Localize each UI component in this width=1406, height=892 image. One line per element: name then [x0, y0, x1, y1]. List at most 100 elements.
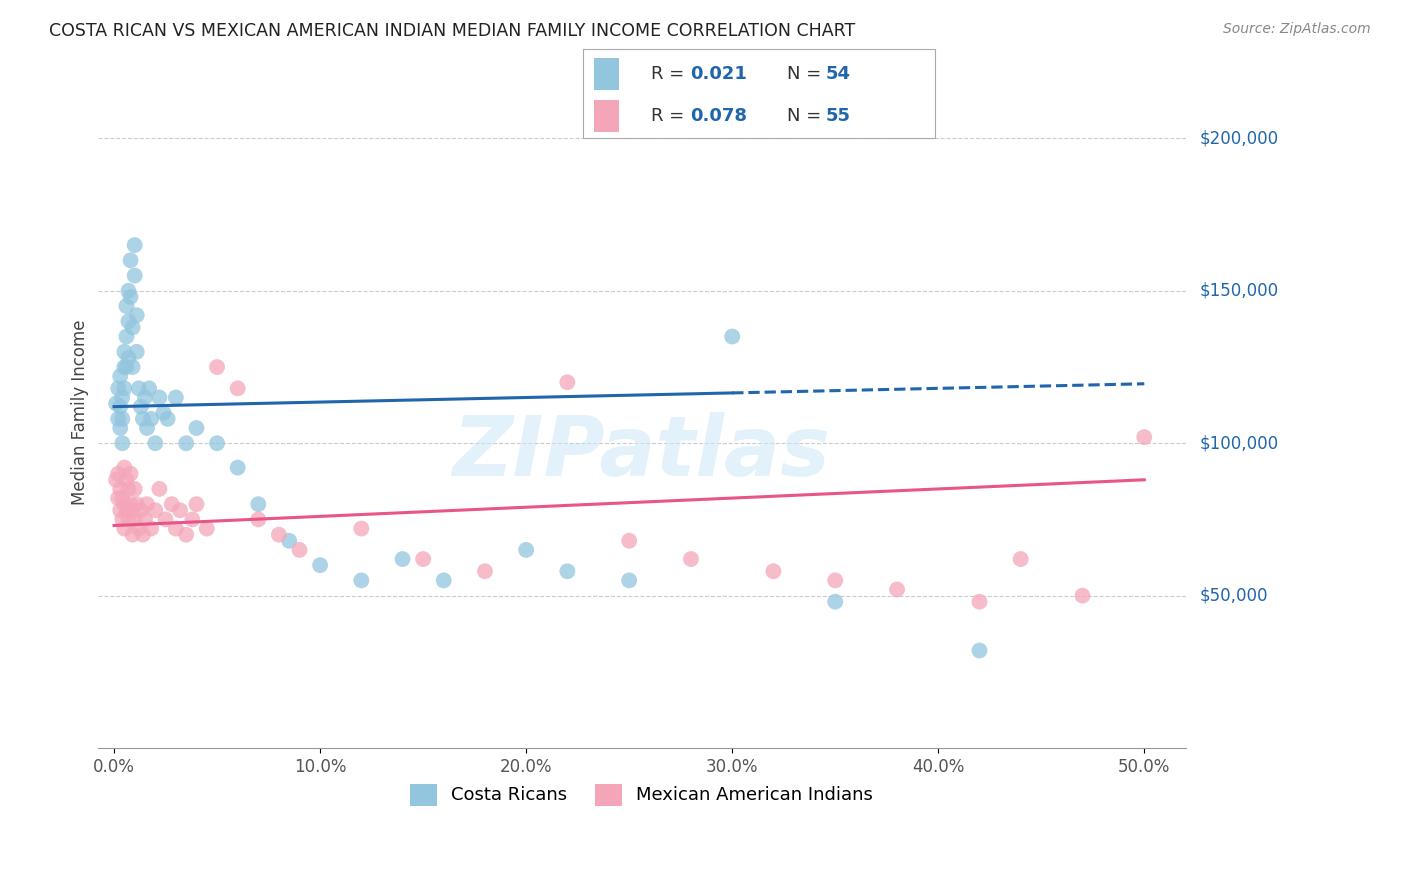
Point [143, 503, 166, 517]
Point [124, 512, 146, 526]
Point [134, 391, 156, 405]
Point [762, 564, 785, 578]
Point [107, 491, 129, 505]
Point [515, 542, 537, 557]
Point [125, 308, 148, 322]
Point [111, 412, 134, 426]
Text: COSTA RICAN VS MEXICAN AMERICAN INDIAN MEDIAN FAMILY INCOME CORRELATION CHART: COSTA RICAN VS MEXICAN AMERICAN INDIAN M… [49, 22, 855, 40]
Point [391, 552, 413, 566]
Text: $200,000: $200,000 [1199, 129, 1278, 147]
Text: $100,000: $100,000 [1199, 434, 1278, 452]
Point [107, 412, 129, 426]
Point [121, 359, 143, 374]
Point [115, 473, 138, 487]
Point [226, 460, 249, 475]
Point [132, 527, 155, 541]
Point [169, 503, 191, 517]
Point [148, 391, 170, 405]
Point [132, 412, 155, 426]
Text: R =: R = [651, 107, 690, 125]
Point [115, 329, 138, 343]
Point [107, 381, 129, 395]
Point [121, 503, 143, 517]
Point [309, 558, 332, 573]
Point [138, 381, 160, 395]
Point [247, 512, 270, 526]
Point [112, 460, 135, 475]
Point [111, 391, 134, 405]
Point [105, 473, 128, 487]
Text: $50,000: $50,000 [1199, 587, 1268, 605]
Point [474, 564, 496, 578]
Point [148, 482, 170, 496]
Point [107, 467, 129, 481]
Point [969, 643, 991, 657]
Point [117, 284, 139, 298]
Point [886, 582, 908, 597]
Point [120, 497, 142, 511]
Point [195, 522, 218, 536]
Point [617, 574, 640, 588]
Point [111, 436, 134, 450]
Point [125, 497, 148, 511]
Point [288, 542, 311, 557]
Point [156, 412, 179, 426]
Point [117, 482, 139, 496]
Text: ZIPatlas: ZIPatlas [453, 412, 831, 493]
Y-axis label: Median Family Income: Median Family Income [72, 320, 89, 506]
Point [110, 503, 132, 517]
Point [128, 381, 150, 395]
Text: 0.021: 0.021 [690, 65, 747, 83]
Text: 0.078: 0.078 [690, 107, 748, 125]
Point [181, 512, 204, 526]
Point [112, 522, 135, 536]
Point [1133, 430, 1156, 444]
Point [115, 299, 138, 313]
Point [112, 344, 135, 359]
Point [969, 595, 991, 609]
Point [152, 406, 174, 420]
Point [112, 359, 135, 374]
Point [134, 512, 156, 526]
Point [141, 412, 163, 426]
Point [120, 253, 142, 268]
Point [141, 522, 163, 536]
Point [160, 497, 183, 511]
Point [433, 574, 456, 588]
Point [617, 533, 640, 548]
Point [120, 467, 142, 481]
Point [1010, 552, 1032, 566]
Point [174, 527, 197, 541]
Point [721, 329, 744, 343]
Point [278, 533, 301, 548]
Point [110, 369, 132, 384]
Point [350, 522, 373, 536]
Point [111, 491, 134, 505]
Point [226, 381, 249, 395]
Text: 55: 55 [825, 107, 851, 125]
Point [125, 344, 148, 359]
Point [110, 421, 132, 435]
Text: $150,000: $150,000 [1199, 282, 1278, 300]
Point [143, 436, 166, 450]
Point [136, 497, 159, 511]
Point [112, 497, 135, 511]
Point [824, 574, 846, 588]
Text: N =: N = [787, 65, 827, 83]
Point [115, 359, 138, 374]
Point [350, 574, 373, 588]
Point [557, 564, 579, 578]
Point [679, 552, 702, 566]
Point [155, 512, 177, 526]
Point [110, 482, 132, 496]
Point [124, 238, 146, 252]
Point [129, 400, 152, 414]
Point [267, 527, 290, 541]
Point [110, 400, 132, 414]
Text: N =: N = [787, 107, 827, 125]
Point [165, 522, 187, 536]
Point [105, 396, 128, 410]
Point [186, 497, 208, 511]
Point [117, 512, 139, 526]
Point [128, 522, 150, 536]
